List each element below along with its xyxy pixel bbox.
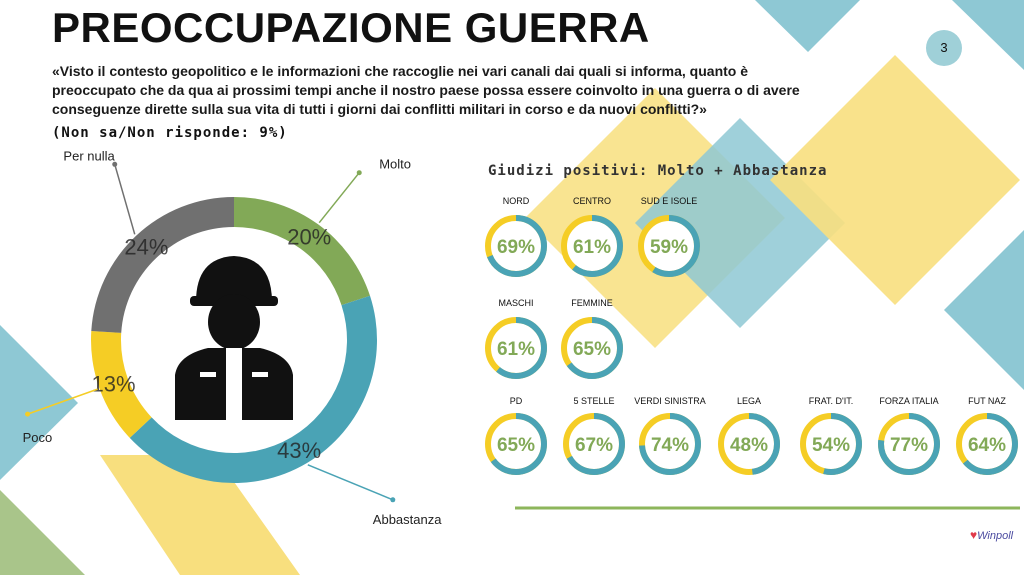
small-donut: FEMMINE 65%	[561, 298, 623, 379]
small-donut-label: FORZA ITALIA	[879, 396, 938, 406]
donut-value-label: 20%	[287, 224, 331, 249]
small-donut-value: 77%	[890, 435, 928, 456]
small-donut-grid: NORD 69% CENTRO 61% SUD E ISOLE 59% MASCHI 61% F…	[485, 196, 1018, 475]
small-donut-label: FEMMINE	[571, 298, 613, 308]
small-donut-value: 67%	[575, 435, 613, 456]
deco-teal-triangle-topright	[952, 0, 1024, 70]
deco-yellow-parallelogram-bottom	[100, 455, 300, 575]
small-donut: PD 65%	[485, 396, 547, 475]
small-donut-label: MASCHI	[498, 298, 533, 308]
callout-dot	[390, 497, 396, 503]
callout-line-molto	[318, 172, 360, 224]
small-donut-value-arc	[561, 215, 623, 277]
small-donut-value-arc	[639, 413, 701, 475]
category-label-molto: Molto	[379, 157, 411, 172]
donut-callouts: Molto Abbastanza Poco Per nulla	[23, 148, 443, 527]
category-label-abbastanza: Abbastanza	[373, 512, 442, 527]
small-donut-label: VERDI SINISTRA	[634, 396, 706, 406]
category-label-per-nulla: Per nulla	[63, 148, 115, 163]
deco-teal-triangle-top	[755, 0, 860, 52]
small-donut: FORZA ITALIA 77%	[878, 396, 940, 475]
small-donut-label: CENTRO	[573, 196, 611, 206]
small-donut: MASCHI 61%	[485, 298, 547, 379]
deco-teal-triangle-right	[944, 230, 1024, 390]
callout-dot	[112, 161, 118, 167]
small-donut-value-arc	[800, 413, 862, 475]
callout-line-poco	[27, 388, 98, 415]
donut-value-label: 24%	[124, 235, 168, 260]
small-donut-value-arc	[485, 215, 547, 277]
small-donut-label: SUD E ISOLE	[641, 196, 698, 206]
page-title: PREOCCUPAZIONE GUERRA	[52, 4, 650, 51]
small-donut: FUT NAZ 64%	[956, 396, 1018, 475]
small-donut-value-arc	[563, 413, 625, 475]
category-label-poco: Poco	[23, 430, 53, 445]
donut-value-label: 43%	[277, 438, 321, 463]
small-donut-value-arc	[485, 413, 547, 475]
small-donut: 5 STELLE 67%	[563, 396, 625, 475]
small-donut-value-arc	[638, 215, 700, 277]
survey-question: «Visto il contesto geopolitico e le info…	[52, 63, 800, 117]
small-donut-value-arc	[485, 317, 547, 379]
small-donut-value: 65%	[497, 435, 535, 456]
deco-teal-triangle-left	[0, 325, 78, 480]
small-donut: VERDI SINISTRA 74%	[634, 396, 706, 475]
page-number-badge: 3	[926, 30, 962, 66]
small-donut: CENTRO 61%	[561, 196, 623, 277]
donut-slice-molto	[234, 197, 371, 306]
callout-dot	[25, 411, 31, 417]
small-donut-value: 59%	[650, 237, 688, 258]
winpoll-logo: ♥Winpoll	[970, 528, 1014, 542]
small-donut-value: 61%	[573, 237, 611, 258]
small-donut-label: FRAT. D'IT.	[809, 396, 854, 406]
small-donut-value: 65%	[573, 339, 611, 360]
donut-slice-poco	[91, 331, 152, 438]
small-donut-label: FUT NAZ	[968, 396, 1006, 406]
small-donut-value: 61%	[497, 339, 535, 360]
small-donut-value-arc	[878, 413, 940, 475]
deco-green-triangle-bottom	[0, 490, 85, 575]
small-donut-value: 69%	[497, 237, 535, 258]
small-donut-label: LEGA	[737, 396, 761, 406]
small-donut-value: 74%	[651, 435, 689, 456]
soldier-icon	[175, 256, 293, 420]
small-donut-value-arc	[718, 413, 780, 475]
donut-slice-abbastanza	[129, 295, 377, 483]
small-donut-value: 64%	[968, 435, 1006, 456]
callout-dot	[356, 170, 362, 176]
donut-slice-per-nulla	[91, 197, 234, 333]
main-donut-chart: 20% 43% 13% 24%	[91, 197, 377, 483]
small-donut: LEGA 48%	[718, 396, 780, 475]
donut-value-label: 13%	[92, 371, 136, 396]
small-donut-value: 48%	[730, 435, 768, 456]
small-donut: SUD E ISOLE 59%	[638, 196, 700, 277]
callout-line-abbastanza	[307, 464, 394, 501]
small-donut-label: PD	[510, 396, 523, 406]
small-donut-value: 54%	[812, 435, 850, 456]
small-donut-value-arc	[561, 317, 623, 379]
small-donut-label: 5 STELLE	[573, 396, 614, 406]
callout-line-per-nulla	[114, 164, 136, 235]
small-donut: FRAT. D'IT. 54%	[800, 396, 862, 475]
small-donut: NORD 69%	[485, 196, 547, 277]
small-donut-label: NORD	[503, 196, 530, 206]
deco-yellow-diamond-right	[770, 55, 1020, 305]
small-donut-value-arc	[956, 413, 1018, 475]
no-answer-note: (Non sa/Non risponde: 9%)	[52, 125, 288, 141]
positive-judgements-title: Giudizi positivi: Molto + Abbastanza	[488, 163, 828, 179]
